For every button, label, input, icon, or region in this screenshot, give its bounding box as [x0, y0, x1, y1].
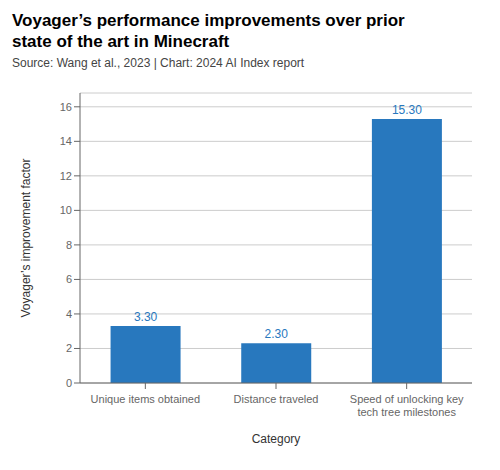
svg-text:10: 10 — [60, 204, 72, 216]
svg-text:8: 8 — [66, 239, 72, 251]
svg-text:3.30: 3.30 — [134, 310, 158, 324]
svg-text:Voyager’s improvement factor: Voyager’s improvement factor — [19, 159, 33, 318]
svg-text:6: 6 — [66, 273, 72, 285]
svg-text:Unique items obtained: Unique items obtained — [91, 393, 200, 405]
svg-text:0: 0 — [66, 377, 72, 389]
svg-text:14: 14 — [60, 135, 72, 147]
svg-text:Category: Category — [252, 432, 301, 446]
svg-text:Speed of unlocking keytech tre: Speed of unlocking keytech tree mileston… — [350, 393, 464, 418]
html-text:Voyager’s performance improvem: Voyager’s performance improvements over … — [12, 11, 405, 30]
svg-text:2.30: 2.30 — [265, 327, 289, 341]
svg-text:12: 12 — [60, 170, 72, 182]
html-text:Source: Wang et al., 2023 | Ch: Source: Wang et al., 2023 | Chart: 2024 … — [12, 56, 305, 70]
svg-text:16: 16 — [60, 101, 72, 113]
svg-text:4: 4 — [66, 308, 72, 320]
svg-text:Distance traveled: Distance traveled — [234, 393, 319, 405]
svg-text:2: 2 — [66, 342, 72, 354]
svg-text:15.30: 15.30 — [392, 103, 422, 117]
html-text:state of the art in Minecraft: state of the art in Minecraft — [12, 32, 230, 51]
